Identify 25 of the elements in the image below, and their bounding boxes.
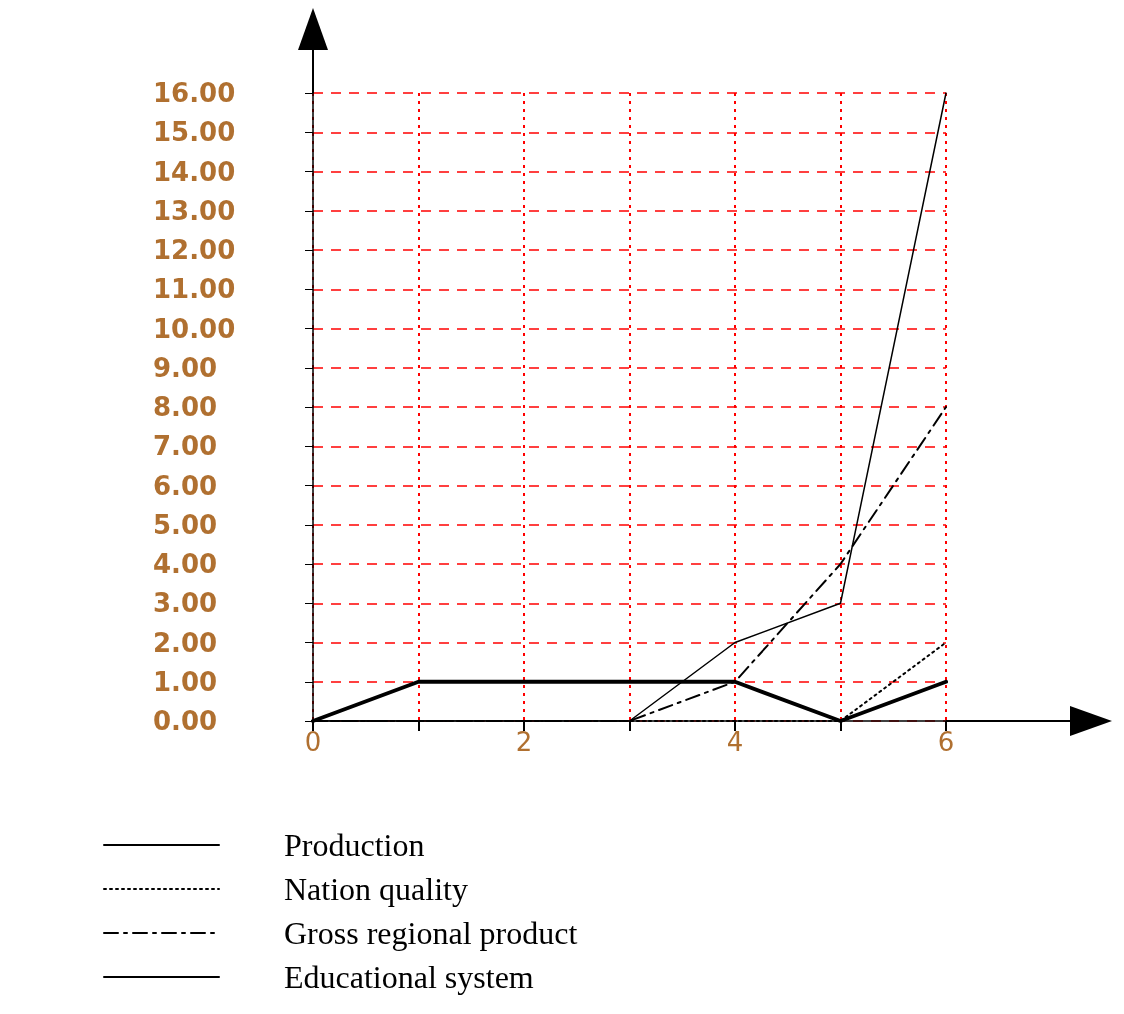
y-tick-label: 5.00	[153, 509, 218, 540]
y-tick-label: 12.00	[153, 235, 236, 265]
x-tick-label: 2	[515, 727, 533, 757]
y-tick-label: 11.00	[153, 274, 236, 305]
y-tick-label: 8.00	[153, 392, 218, 422]
y-tick-label: 16.00	[153, 78, 236, 108]
y-tick-label: 10.00	[153, 313, 236, 344]
y-tick-label: 3.00	[153, 588, 218, 619]
y-tick-label: 7.00	[153, 431, 218, 462]
y-tick-label: 4.00	[153, 549, 218, 579]
y-tick-label: 0.00	[153, 706, 218, 736]
legend-label: Nation quality	[284, 871, 468, 907]
y-tick-label: 9.00	[153, 352, 218, 383]
y-tick-label: 14.00	[153, 156, 236, 187]
legend-label: Gross regional product	[284, 915, 578, 951]
x-tick-label: 4	[726, 727, 744, 757]
x-tick-label: 6	[937, 727, 955, 757]
y-tick-label: 15.00	[153, 117, 236, 148]
y-tick-label: 1.00	[153, 666, 218, 697]
y-tick-label: 6.00	[153, 470, 218, 501]
legend-label: Production	[284, 827, 425, 863]
legend-label: Educational system	[284, 959, 534, 995]
y-tick-label: 13.00	[153, 195, 236, 226]
x-tick-label: 0	[304, 727, 322, 757]
y-tick-label: 2.00	[153, 627, 218, 658]
